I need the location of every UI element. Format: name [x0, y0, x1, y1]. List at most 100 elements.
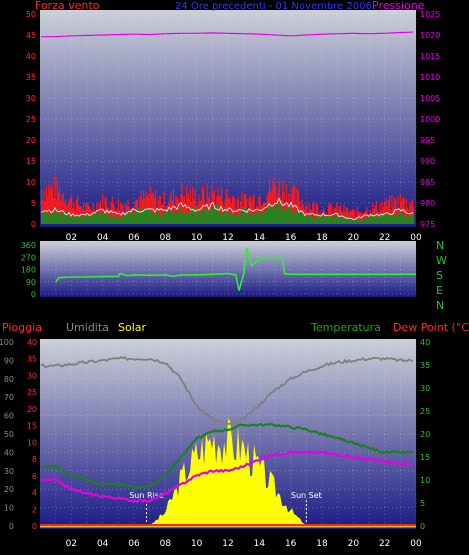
avg-wind-bar [330, 215, 332, 224]
humidity-tick-label: 70 [4, 393, 14, 402]
avg-wind-bar [229, 213, 231, 224]
avg-wind-bar [235, 212, 237, 224]
gust-bar [173, 188, 175, 224]
gust-bar [323, 207, 325, 224]
avg-wind-bar [347, 219, 349, 224]
avg-wind-bar [197, 210, 199, 224]
avg-wind-bar [301, 212, 303, 224]
avg-wind-bar [404, 210, 406, 224]
avg-wind-bar [323, 218, 325, 224]
compass-label: N [436, 299, 444, 312]
avg-wind-bar [307, 213, 309, 224]
avg-wind-bar [257, 214, 259, 224]
avg-wind-bar [157, 207, 159, 224]
gust-bar [62, 193, 64, 224]
avg-wind-bar [343, 219, 345, 224]
avg-wind-bar [289, 204, 291, 224]
gust-bar [119, 209, 121, 224]
avg-wind-bar [134, 213, 136, 224]
gust-bar [241, 191, 243, 224]
avg-wind-bar [367, 218, 369, 224]
avg-wind-bar [236, 216, 238, 224]
avg-wind-bar [399, 209, 401, 224]
avg-wind-bar [359, 220, 361, 224]
avg-wind-bar [111, 216, 113, 224]
avg-wind-bar [170, 213, 172, 224]
wind-tick-label: 30 [26, 94, 36, 103]
gust-bar [152, 192, 154, 224]
avg-wind-bar [121, 217, 123, 224]
avg-wind-bar [85, 213, 87, 224]
avg-wind-bar [373, 216, 375, 224]
gust-bar [271, 188, 273, 224]
x-tick-label: 02 [66, 233, 77, 243]
dewpoint-line [40, 449, 414, 504]
gust-bar [252, 196, 254, 224]
x-tick-label: 00 [410, 539, 422, 549]
avg-wind-bar [356, 220, 358, 224]
avg-wind-bar [390, 213, 392, 224]
avg-wind-bar [360, 219, 362, 224]
avg-wind-bar [167, 209, 169, 224]
x-tick-label: 22 [379, 539, 390, 549]
avg-wind-bar [215, 212, 217, 224]
gust-bar [104, 197, 106, 224]
avg-wind-bar [315, 213, 317, 224]
avg-wind-bar [368, 215, 370, 224]
gust-bar [43, 190, 45, 224]
avg-wind-bar [258, 211, 260, 224]
avg-wind-bar [362, 219, 364, 224]
gust-bar [121, 205, 123, 224]
avg-wind-bar [287, 207, 289, 224]
avg-wind-bar [401, 211, 403, 224]
avg-wind-bar [179, 205, 181, 224]
avg-wind-bar [231, 214, 233, 224]
pressure-tick-label: 1000 [420, 115, 440, 124]
gust-bar [350, 211, 352, 224]
gust-bar [356, 206, 358, 224]
avg-wind-bar [181, 212, 183, 224]
gust-bar [359, 212, 361, 224]
avg-wind-bar [45, 212, 47, 224]
compass-label: E [436, 284, 443, 297]
avg-wind-bar [321, 215, 323, 224]
avg-wind-bar [282, 211, 284, 224]
avg-wind-bar [97, 209, 99, 224]
avg-wind-bar [246, 208, 248, 224]
avg-wind-bar [60, 209, 62, 224]
avg-wind-bar [198, 207, 200, 224]
avg-wind-bar [55, 212, 57, 224]
avg-wind-bar [398, 209, 400, 224]
pressure-tick-label: 1005 [420, 94, 440, 103]
temperature-tick-label: 20 [420, 430, 430, 439]
gust-bar [308, 203, 310, 224]
avg-wind-bar [49, 214, 51, 224]
avg-wind-bar [354, 219, 356, 224]
avg-wind-bar [59, 214, 61, 224]
gust-bar [225, 189, 227, 224]
gust-bar [253, 194, 255, 224]
avg-wind-bar [341, 218, 343, 224]
gust-bar [149, 198, 151, 224]
avg-wind-bar [309, 213, 311, 224]
pressure-tick-label: 975 [420, 220, 435, 229]
avg-wind-bar [77, 217, 79, 224]
gust-bar [192, 186, 194, 224]
avg-wind-bar [80, 216, 82, 224]
avg-wind-bar [389, 218, 391, 224]
x-tick-label: 20 [348, 233, 360, 243]
gust-bar [73, 202, 75, 224]
avg-wind-bar [205, 207, 207, 224]
gust-bar [78, 205, 80, 224]
rain-tick-label: 25 [27, 388, 37, 397]
avg-wind-bar [48, 215, 50, 224]
avg-wind-bar [61, 215, 63, 224]
x-tick-label: 04 [97, 539, 109, 549]
avg-wind-bar [109, 217, 111, 224]
gust-bar [143, 190, 145, 224]
avg-wind-bar [180, 207, 182, 224]
avg-wind-bar [159, 215, 161, 224]
avg-wind-bar [318, 217, 320, 224]
gust-bar [72, 207, 74, 224]
avg-wind-series [41, 198, 415, 224]
